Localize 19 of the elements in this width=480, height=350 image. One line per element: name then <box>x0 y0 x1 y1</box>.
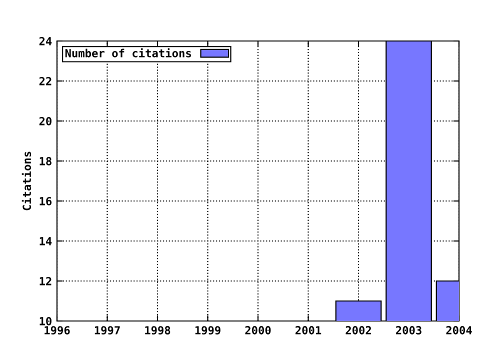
y-tick-label: 20 <box>39 116 52 126</box>
y-tick-label: 16 <box>40 196 52 206</box>
y-tick-label: 22 <box>39 76 52 86</box>
x-tick-label: 2004 <box>446 326 472 334</box>
x-tick-label: 2002 <box>346 326 371 334</box>
x-tick-label: 2003 <box>396 326 422 334</box>
y-tick-label: 12 <box>40 276 52 286</box>
y-tick-label: 10 <box>40 316 52 326</box>
x-tick-label: 1996 <box>44 326 70 335</box>
x-tick-label: 2001 <box>295 326 322 334</box>
y-tick-label: 14 <box>40 237 52 246</box>
y-tick-label: 24 <box>39 36 52 46</box>
y-tick-label: 18 <box>40 156 52 166</box>
legend-label: Number of citations <box>65 48 191 58</box>
x-tick-label: 1998 <box>145 326 170 335</box>
x-tick-label: 2000 <box>245 326 271 334</box>
x-tick-label: 1997 <box>94 326 120 335</box>
x-tick-label: 1999 <box>195 326 220 335</box>
y-axis-title: Citations <box>22 152 32 210</box>
